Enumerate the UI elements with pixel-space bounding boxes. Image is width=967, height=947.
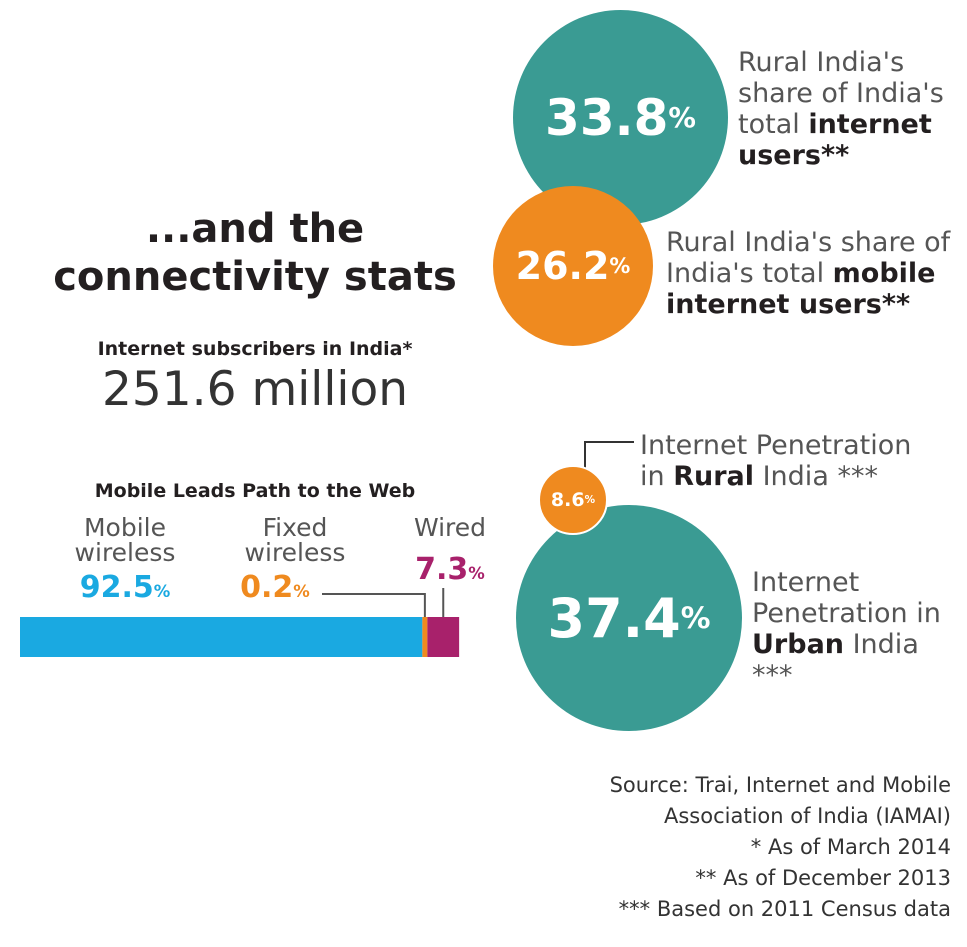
caption-text: India's total (666, 258, 833, 289)
caption-line: Urban India *** (752, 629, 967, 691)
rural-penetration-bubble: 8.6% (538, 465, 608, 535)
bar-segment-fixed-wireless (422, 617, 428, 657)
caption-line: Rural India's (738, 47, 905, 78)
caption-line: total internet (738, 109, 944, 140)
fixed-wireless-number: 0.2 (240, 570, 294, 605)
caption-line: share of India's (738, 78, 944, 109)
fixed-wireless-label-line-2: wireless (244, 538, 346, 567)
stacked-bar-chart (20, 588, 460, 657)
wired-unit: % (468, 564, 485, 583)
fixed-wireless-leader-line (322, 593, 426, 617)
rural-internet-share-unit: % (668, 101, 696, 134)
source-line-1: Source: Trai, Internet and Mobile (609, 773, 951, 797)
footnote-december-2013: ** As of December 2013 (695, 866, 951, 890)
subscribers-label: Internet subscribers in India* (97, 338, 413, 360)
mobile-wireless-unit: % (153, 582, 171, 601)
source-line-2: Association of India (IAMAI) (664, 804, 951, 828)
rural-penetration-connector (584, 441, 634, 470)
mobile-wireless-value: 92.5% (50, 570, 200, 605)
fixed-wireless-label-line-1: Fixed (262, 513, 328, 542)
rural-internet-share-number: 33.8 (545, 88, 669, 147)
urban-penetration-bubble: 37.4% (516, 505, 742, 731)
mobile-wireless-label-line-2: wireless (74, 538, 176, 567)
mobile-wireless-label-line-1: Mobile (83, 513, 166, 542)
caption-line: Rural India's share of (666, 227, 951, 258)
headline-line-1: ...and the (145, 206, 365, 252)
caption-text: total (738, 109, 809, 140)
wired-label: Wired (413, 513, 487, 542)
rural-mobile-share-bubble: 26.2% (493, 186, 653, 346)
caption-text: India *** (752, 629, 919, 691)
fixed-wireless-value: 0.2% (225, 570, 325, 605)
headline: ...and the connectivity stats (40, 205, 470, 301)
caption-text: in (640, 461, 674, 492)
caption-text: India *** (754, 461, 878, 492)
source-notes: Source: Trai, Internet and Mobile Associ… (610, 770, 951, 925)
rural-penetration-number: 8.6 (550, 489, 585, 511)
rural-penetration-unit: % (584, 494, 596, 506)
caption-line: Penetration in (752, 598, 941, 629)
mobile-wireless-number: 92.5 (79, 570, 154, 605)
wired-number: 7.3 (415, 552, 469, 587)
caption-line: Internet Penetration (640, 430, 912, 461)
urban-penetration-caption: Internet Penetration in Urban India *** (752, 567, 967, 691)
headline-line-2: connectivity stats (53, 254, 457, 300)
caption-line: users** (738, 140, 944, 171)
rural-internet-share-caption: Rural India's share of India's total int… (738, 47, 944, 171)
caption-line: India's total mobile (666, 258, 950, 289)
caption-bold: internet (808, 109, 932, 140)
urban-penetration-unit: % (680, 600, 711, 636)
caption-line: internet users** (666, 289, 950, 320)
footnote-census-2011: *** Based on 2011 Census data (618, 897, 951, 921)
caption-bold: internet users** (666, 289, 911, 320)
caption-bold: Rural (673, 461, 755, 492)
bar-chart-title: Mobile Leads Path to the Web (94, 480, 416, 502)
caption-bold: users** (738, 140, 850, 171)
caption-bold: mobile (832, 258, 936, 289)
caption-line: Internet (752, 567, 860, 598)
urban-penetration-number: 37.4 (547, 586, 681, 650)
rural-penetration-caption: Internet Penetration in Rural India *** (640, 430, 911, 492)
wired-value: 7.3% (400, 552, 500, 587)
rural-mobile-share-caption: Rural India's share of India's total mob… (666, 227, 950, 320)
bar-segment-mobile-wireless (20, 617, 423, 657)
subscribers-value: 251.6 million (101, 362, 409, 417)
bar-segment-wired (427, 617, 460, 657)
mobile-wireless-label: Mobile wireless (50, 515, 200, 565)
footnote-march-2014: * As of March 2014 (750, 835, 951, 859)
rural-mobile-share-number: 26.2 (515, 244, 610, 288)
caption-bold: Urban (752, 629, 845, 660)
caption-line: in Rural India *** (640, 461, 911, 492)
fixed-wireless-label: Fixed wireless (225, 515, 365, 565)
rural-mobile-share-unit: % (609, 254, 631, 278)
fixed-wireless-unit: % (293, 582, 310, 601)
